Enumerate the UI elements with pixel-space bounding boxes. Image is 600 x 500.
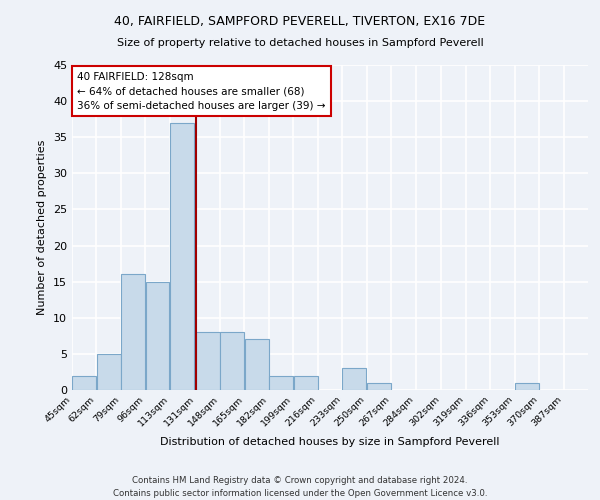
Bar <box>121 274 145 390</box>
Bar <box>293 376 317 390</box>
Text: 40 FAIRFIELD: 128sqm
← 64% of detached houses are smaller (68)
36% of semi-detac: 40 FAIRFIELD: 128sqm ← 64% of detached h… <box>77 72 326 111</box>
Bar <box>146 282 169 390</box>
Bar <box>343 368 367 390</box>
Bar <box>196 332 220 390</box>
Text: 40, FAIRFIELD, SAMPFORD PEVERELL, TIVERTON, EX16 7DE: 40, FAIRFIELD, SAMPFORD PEVERELL, TIVERT… <box>115 15 485 28</box>
Bar <box>170 123 194 390</box>
Y-axis label: Number of detached properties: Number of detached properties <box>37 140 47 315</box>
Text: Contains HM Land Registry data © Crown copyright and database right 2024.
Contai: Contains HM Land Registry data © Crown c… <box>113 476 487 498</box>
Bar <box>367 383 391 390</box>
X-axis label: Distribution of detached houses by size in Sampford Peverell: Distribution of detached houses by size … <box>160 437 500 447</box>
Bar <box>220 332 244 390</box>
Bar <box>515 383 539 390</box>
Bar <box>72 376 96 390</box>
Bar <box>97 354 121 390</box>
Bar <box>245 340 269 390</box>
Text: Size of property relative to detached houses in Sampford Peverell: Size of property relative to detached ho… <box>116 38 484 48</box>
Bar <box>269 376 293 390</box>
